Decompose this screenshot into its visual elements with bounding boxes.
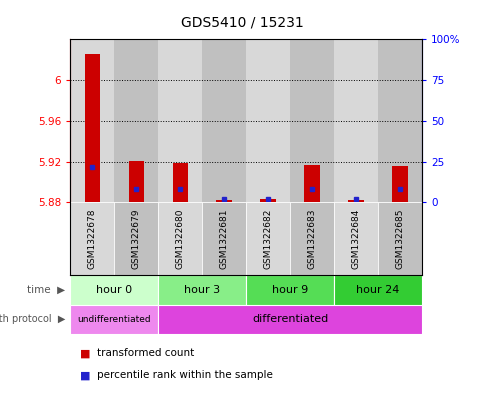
- Text: transformed count: transformed count: [97, 348, 194, 358]
- Text: hour 9: hour 9: [272, 285, 307, 295]
- Text: growth protocol  ▶: growth protocol ▶: [0, 314, 65, 324]
- Bar: [333, 275, 421, 305]
- Text: differentiated: differentiated: [252, 314, 328, 324]
- Bar: [216, 200, 231, 202]
- Bar: [333, 202, 377, 275]
- Bar: [245, 39, 289, 202]
- Bar: [289, 39, 333, 202]
- Bar: [70, 202, 114, 275]
- Bar: [70, 275, 158, 305]
- Text: GSM1322680: GSM1322680: [175, 208, 184, 269]
- Bar: [392, 166, 407, 202]
- Bar: [158, 305, 421, 334]
- Bar: [377, 39, 421, 202]
- Bar: [377, 202, 421, 275]
- Bar: [70, 39, 114, 202]
- Text: GSM1322682: GSM1322682: [263, 208, 272, 268]
- Bar: [70, 305, 158, 334]
- Bar: [202, 202, 245, 275]
- Text: GSM1322678: GSM1322678: [88, 208, 97, 269]
- Bar: [245, 275, 333, 305]
- Bar: [158, 202, 202, 275]
- Bar: [84, 53, 100, 202]
- Text: undifferentiated: undifferentiated: [77, 315, 151, 324]
- Text: percentile rank within the sample: percentile rank within the sample: [97, 370, 272, 380]
- Text: GSM1322684: GSM1322684: [351, 208, 360, 268]
- Text: ■: ■: [80, 370, 91, 380]
- Text: hour 3: hour 3: [184, 285, 220, 295]
- Bar: [158, 39, 202, 202]
- Bar: [289, 202, 333, 275]
- Text: GSM1322683: GSM1322683: [307, 208, 316, 269]
- Bar: [260, 199, 275, 202]
- Bar: [158, 275, 245, 305]
- Bar: [128, 161, 144, 202]
- Bar: [304, 165, 319, 202]
- Text: GSM1322681: GSM1322681: [219, 208, 228, 269]
- Text: GSM1322679: GSM1322679: [132, 208, 140, 269]
- Bar: [202, 39, 245, 202]
- Bar: [348, 200, 363, 202]
- Bar: [245, 202, 289, 275]
- Text: time  ▶: time ▶: [27, 285, 65, 295]
- Bar: [114, 202, 158, 275]
- Text: GSM1322685: GSM1322685: [394, 208, 404, 269]
- Text: GDS5410 / 15231: GDS5410 / 15231: [181, 16, 303, 30]
- Bar: [172, 163, 187, 202]
- Text: hour 0: hour 0: [96, 285, 132, 295]
- Bar: [114, 39, 158, 202]
- Bar: [333, 39, 377, 202]
- Text: ■: ■: [80, 348, 91, 358]
- Text: hour 24: hour 24: [356, 285, 399, 295]
